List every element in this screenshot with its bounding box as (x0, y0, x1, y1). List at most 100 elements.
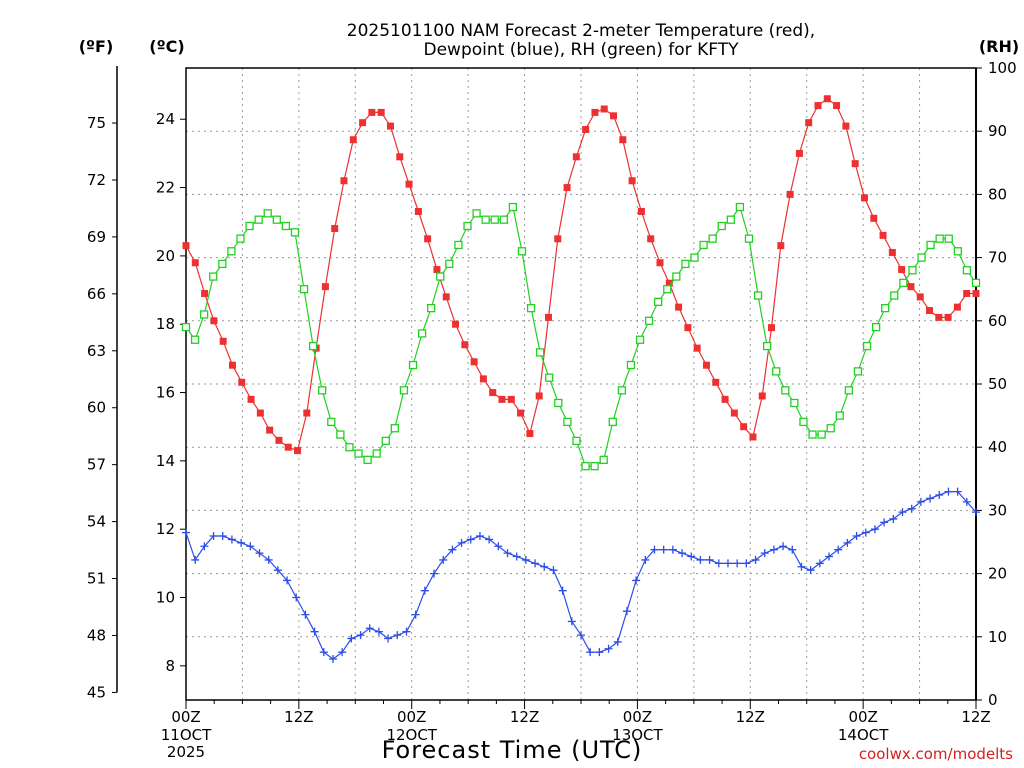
rh-point (917, 253, 926, 262)
rh-point (408, 360, 418, 370)
rh-point (390, 424, 400, 433)
source-credit: coolwx.com/modelts (859, 745, 1013, 763)
rh-point (417, 329, 427, 338)
rh-point (717, 221, 726, 231)
dewpoint-point (714, 559, 723, 568)
temperature-point (907, 283, 915, 291)
dewpoint-point (870, 525, 879, 534)
fahrenheit-tick-label: 60 (87, 399, 106, 417)
temperature-point (377, 108, 385, 116)
rh-point (490, 215, 499, 224)
temperature-point (470, 358, 478, 366)
rh-point (762, 341, 772, 351)
celsius-unit-label: (ºC) (149, 37, 184, 56)
temperature-point (228, 361, 236, 369)
rh-unit-label: (RH) (979, 37, 1019, 56)
rh-tick-label: 90 (988, 122, 1007, 140)
rh-tick-label: 50 (988, 375, 1007, 393)
x-date-label: 11OCT (161, 726, 212, 744)
dewpoint-point (521, 555, 530, 564)
rh-point (935, 234, 944, 243)
dewpoint-point (246, 542, 255, 551)
dewpoint-point (209, 532, 218, 541)
dewpoint-point (622, 607, 631, 616)
temperature-point (572, 153, 580, 161)
dewpoint-point (632, 576, 641, 585)
rh-point (926, 240, 935, 250)
dewpoint-point (475, 532, 484, 541)
temperature-point (256, 409, 264, 417)
dewpoint-point (659, 545, 668, 554)
rh-point (272, 215, 281, 224)
rh-point (436, 272, 445, 281)
rh-point (499, 215, 508, 224)
dewpoint-point (448, 545, 457, 554)
rh-point (245, 221, 254, 231)
fahrenheit-unit-label: (ºF) (79, 37, 114, 56)
celsius-tick-label: 12 (156, 520, 175, 538)
rh-point (753, 291, 763, 300)
rh-point (454, 240, 463, 250)
celsius-tick-label: 10 (156, 589, 175, 607)
temperature-point (368, 108, 376, 116)
celsius-tick-label: 8 (165, 657, 175, 675)
rh-point (971, 278, 981, 288)
temperature-point (944, 313, 952, 321)
temperature-point (340, 177, 348, 185)
temperature-point (563, 184, 571, 192)
temperature-point (349, 136, 357, 144)
dewpoint-point (365, 624, 374, 633)
temperature-point (247, 395, 255, 403)
dewpoint-point (338, 648, 347, 657)
dewpoint-point (788, 545, 797, 554)
rh-point (545, 373, 554, 382)
temperature-point (675, 303, 683, 311)
dewpoint-point (182, 528, 190, 537)
rh-point (708, 234, 717, 243)
temperature-point (712, 378, 720, 386)
rh-point (354, 449, 363, 458)
temperature-point (396, 153, 404, 161)
x-axis-title: Forecast Time (UTC) (382, 736, 643, 764)
temperature-point (740, 423, 748, 431)
dewpoint-point (558, 586, 567, 595)
temperature-point (526, 430, 534, 438)
temperature-point (610, 112, 618, 120)
dewpoint-point (319, 648, 328, 657)
rh-point (590, 462, 599, 471)
temperature-point (888, 248, 896, 256)
x-date-label: 12OCT (386, 726, 437, 744)
rh-point (672, 272, 681, 281)
rh-point (772, 367, 781, 376)
rh-point (644, 316, 654, 325)
temperature-point (851, 160, 859, 168)
rh-point (681, 259, 690, 269)
dewpoint-point (779, 542, 788, 551)
dewpoint-point (806, 566, 815, 575)
celsius-tick-label: 24 (156, 110, 175, 128)
fahrenheit-tick-label: 45 (87, 683, 106, 701)
dewpoint-point (953, 487, 962, 496)
rh-tick-label: 70 (988, 249, 1007, 267)
x-tick-label: 12Z (736, 708, 765, 726)
rh-point (790, 398, 799, 408)
rh-point (899, 278, 908, 288)
fahrenheit-tick-label: 66 (87, 285, 106, 303)
temperature-point (321, 283, 329, 291)
temperature-point (842, 122, 850, 130)
dewpoint-point (567, 617, 576, 626)
rh-point (635, 335, 645, 344)
dewpoint-point (439, 555, 448, 564)
fahrenheit-tick-label: 48 (87, 626, 106, 644)
rh-point (227, 247, 236, 256)
dewpoint-point (696, 555, 705, 564)
x-tick-label: 00Z (848, 708, 877, 726)
temperature-point (730, 409, 738, 417)
temperature-point (870, 214, 878, 222)
rh-point (472, 209, 481, 218)
dewpoint-point (283, 576, 292, 585)
rh-point (318, 386, 327, 395)
temperature-point (935, 313, 943, 321)
temperature-point (786, 190, 794, 198)
celsius-tick-label: 22 (156, 179, 175, 197)
